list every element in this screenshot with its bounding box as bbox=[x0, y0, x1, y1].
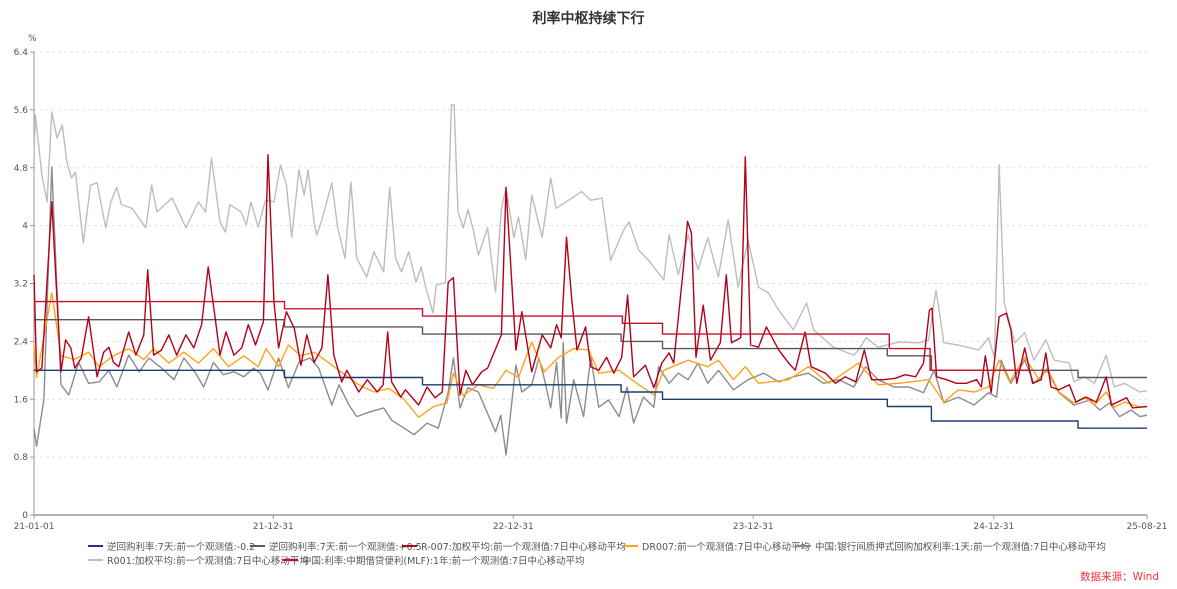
legend-swatch-icon bbox=[623, 545, 638, 547]
y-tick-label: 2.4 bbox=[14, 337, 29, 347]
legend-label: DR007:前一个观测值:7日中心移动平均 bbox=[642, 542, 810, 553]
legend-item[interactable]: 逆回购利率:7天:前一个观测值:+0.5 bbox=[250, 539, 422, 553]
x-tick-label: 23-12-31 bbox=[733, 522, 774, 532]
legend-label: 逆回购利率:7天:前一个观测值:+0.5 bbox=[269, 542, 422, 553]
x-tick-label: 25-08-21 bbox=[1127, 522, 1168, 532]
chart-title: 利率中枢持续下行 bbox=[532, 11, 645, 27]
legend-swatch-icon bbox=[283, 559, 298, 561]
legend-swatch-icon bbox=[402, 545, 417, 547]
y-tick-label: 3.2 bbox=[14, 280, 28, 290]
y-tick-label: 6.4 bbox=[14, 48, 29, 58]
y-tick-label: 5.6 bbox=[14, 106, 29, 116]
legend-swatch-icon bbox=[88, 545, 103, 547]
series-line-2 bbox=[33, 292, 1148, 418]
series-line-1 bbox=[33, 166, 1148, 456]
legend-swatch-icon bbox=[88, 559, 103, 561]
legend-label: 中国:银行间质押式回购加权利率:1天:前一个观测值:7日中心移动平均 bbox=[815, 542, 1106, 553]
data-source: 数据来源：Wind bbox=[1080, 571, 1159, 583]
legend-item[interactable]: R-007:加权平均:前一个观测值:7日中心移动平均 bbox=[402, 539, 626, 553]
legend-label: 逆回购利率:7天:前一个观测值:-0.2 bbox=[107, 542, 256, 553]
legend-swatch-icon bbox=[796, 545, 811, 547]
y-tick-label: 1.6 bbox=[14, 395, 29, 405]
series-line-6 bbox=[34, 300, 1031, 371]
series-line-3 bbox=[34, 369, 1147, 429]
legend-item[interactable]: 中国:利率:中期借贷便利(MLF):1年:前一个观测值:7日中心移动平均 bbox=[283, 553, 584, 567]
legend-item[interactable]: R001:加权平均:前一个观测值:7日中心移动平均 bbox=[88, 553, 309, 567]
legend-item[interactable]: DR007:前一个观测值:7日中心移动平均 bbox=[623, 539, 810, 553]
series-line-0 bbox=[33, 104, 1148, 393]
legend-label: 中国:利率:中期借贷便利(MLF):1年:前一个观测值:7日中心移动平均 bbox=[302, 556, 585, 567]
y-tick-label: 0.8 bbox=[14, 453, 29, 463]
legend-label: R-007:加权平均:前一个观测值:7日中心移动平均 bbox=[421, 542, 626, 553]
x-tick-label: 22-12-31 bbox=[493, 522, 534, 532]
legend-item[interactable]: 逆回购利率:7天:前一个观测值:-0.2 bbox=[88, 539, 255, 553]
y-tick-label: 0 bbox=[22, 511, 28, 521]
series-line-5 bbox=[33, 154, 1148, 409]
y-tick-label: 4 bbox=[22, 222, 28, 232]
x-tick-label: 24-12-31 bbox=[973, 522, 1014, 532]
x-tick-label: 21-01-01 bbox=[14, 522, 55, 532]
legend-swatch-icon bbox=[250, 545, 265, 547]
y-tick-label: 4.8 bbox=[14, 164, 29, 174]
legend-item[interactable]: 中国:银行间质押式回购加权利率:1天:前一个观测值:7日中心移动平均 bbox=[796, 539, 1106, 553]
y-axis-unit: % bbox=[28, 34, 37, 44]
x-tick-label: 21-12-31 bbox=[253, 522, 294, 532]
legend-label: R001:加权平均:前一个观测值:7日中心移动平均 bbox=[107, 556, 309, 567]
